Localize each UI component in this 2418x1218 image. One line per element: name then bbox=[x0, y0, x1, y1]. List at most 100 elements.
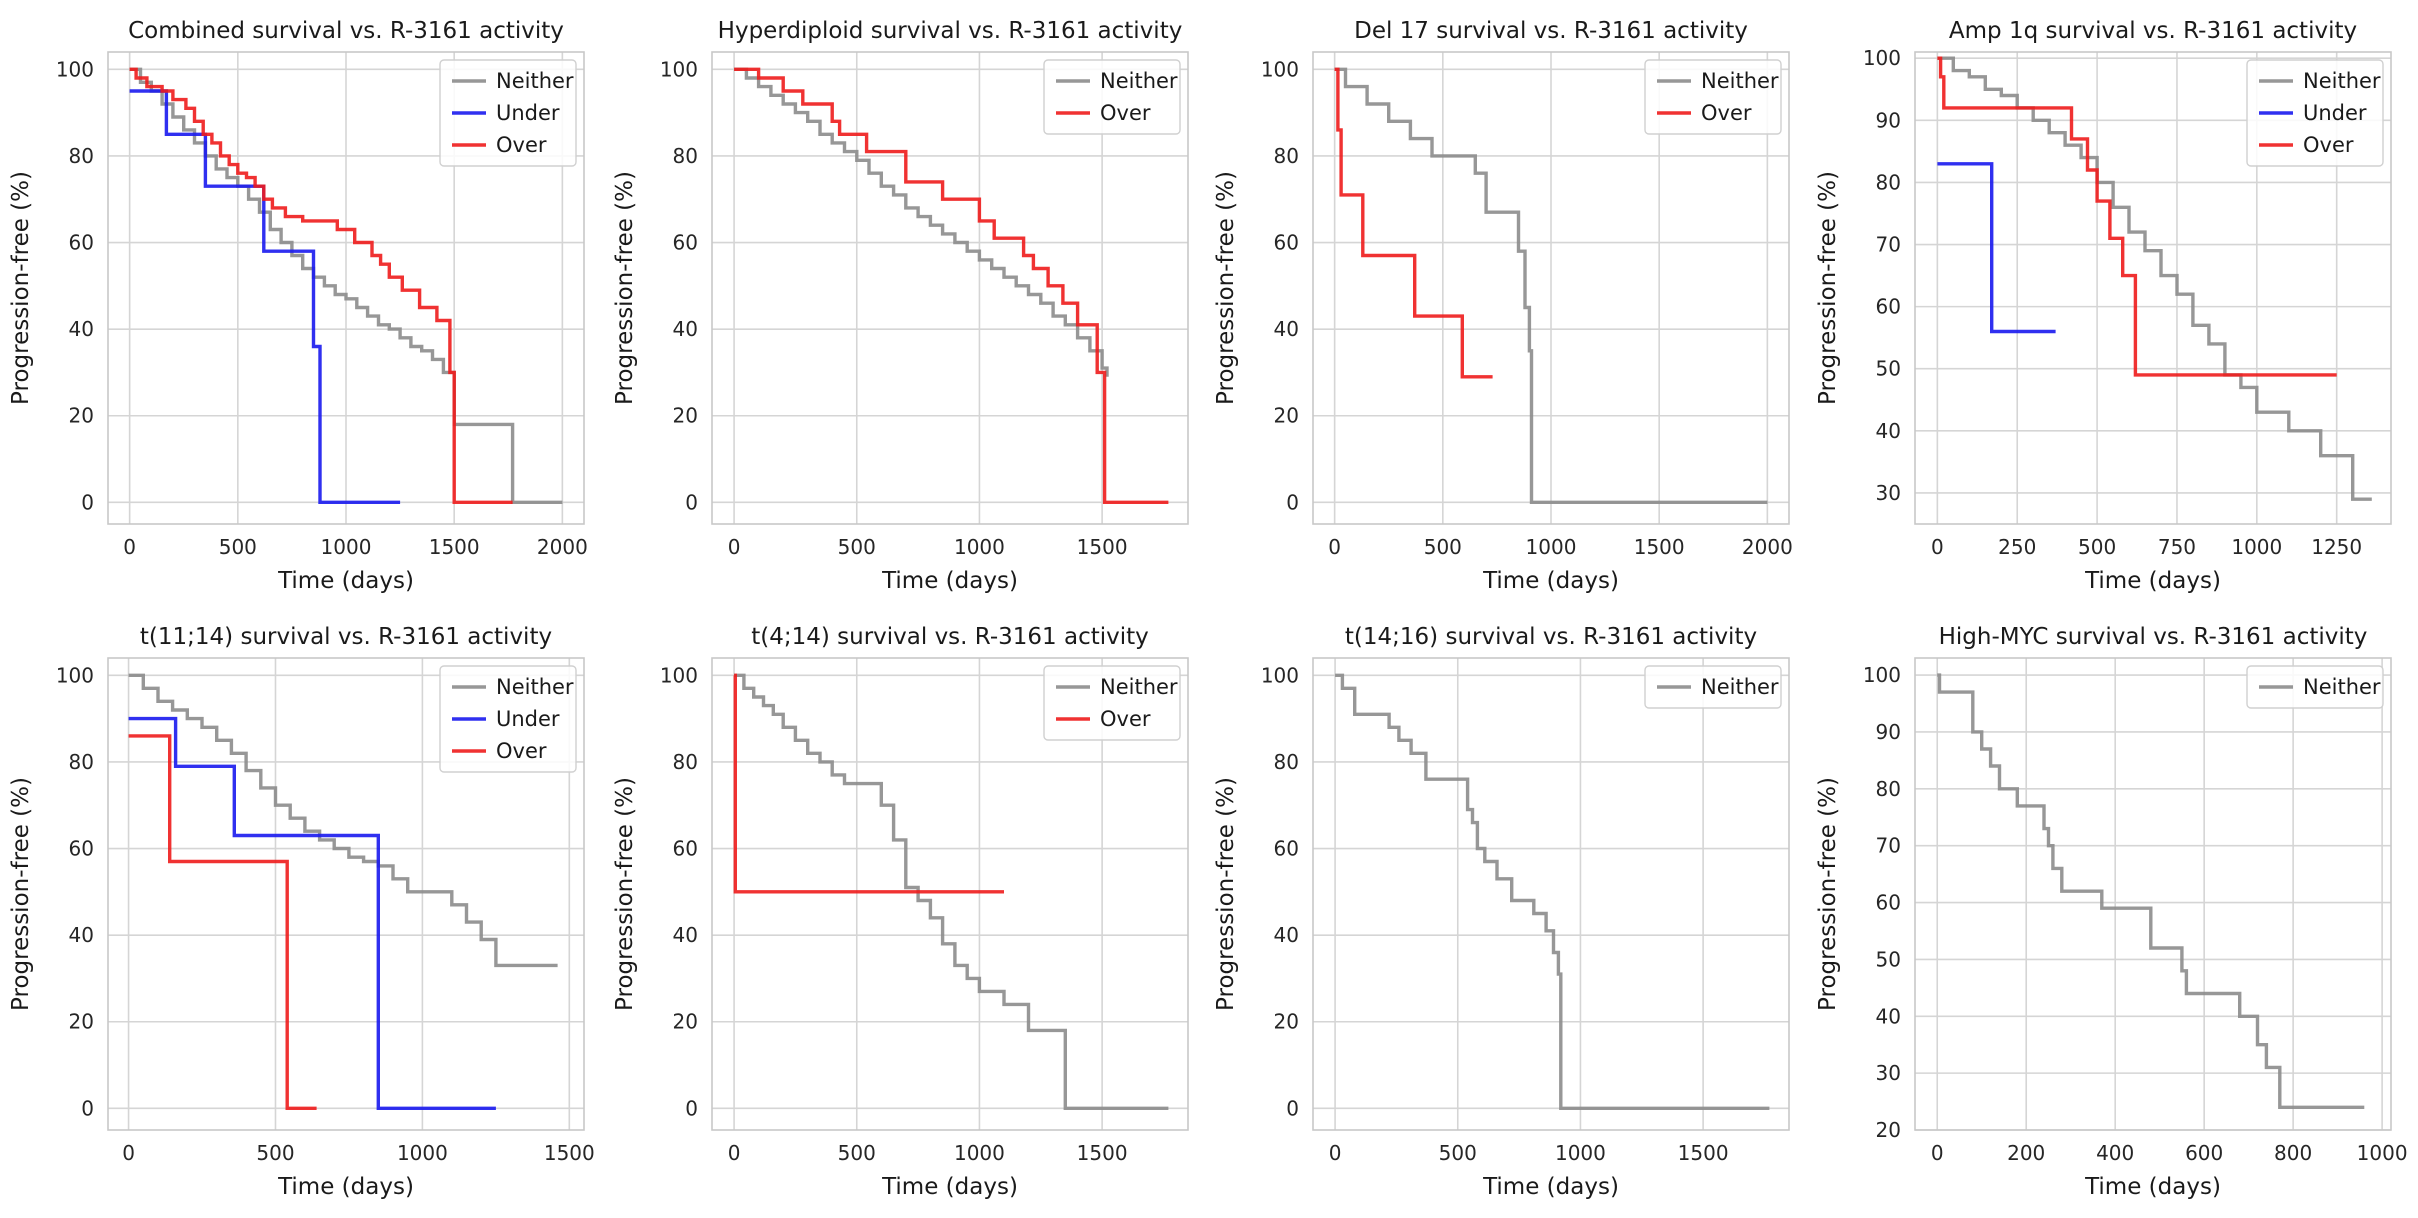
x-tick-label: 1500 bbox=[429, 535, 480, 559]
y-tick-label: 100 bbox=[660, 663, 698, 687]
chart-title: High-MYC survival vs. R-3161 activity bbox=[1939, 624, 2368, 650]
y-tick-label: 100 bbox=[1863, 663, 1901, 687]
series-line-over bbox=[128, 734, 317, 1110]
x-tick-label: 500 bbox=[219, 535, 257, 559]
legend-entry-under: Under bbox=[496, 707, 560, 731]
y-tick-label: 20 bbox=[1274, 1010, 1299, 1034]
x-tick-label: 500 bbox=[1439, 1141, 1477, 1165]
chart-panel-4: 0 250 500 750 1000 1250 30 40 50 60 70 80 90 100 Amp 1… bbox=[1815, 18, 2392, 594]
chart-title: t(11;14) survival vs. R-3161 activity bbox=[140, 624, 552, 650]
chart-title: t(14;16) survival vs. R-3161 activity bbox=[1345, 624, 1757, 650]
y-tick-label: 80 bbox=[673, 750, 698, 774]
chart-panel-1: 0 500 1000 1500 2000 0 20 40 60 80 100 Combined sur… bbox=[8, 18, 588, 594]
y-tick-label: 100 bbox=[56, 663, 94, 687]
chart-panel-3: 0 500 1000 1500 2000 0 20 40 60 80 100 Del 17 survi… bbox=[1213, 18, 1793, 594]
x-tick-label: 1500 bbox=[544, 1141, 595, 1165]
y-tick-label: 70 bbox=[1876, 834, 1901, 858]
x-tick-label: 500 bbox=[256, 1141, 294, 1165]
legend-box bbox=[439, 665, 577, 773]
legend-entry-under: Under bbox=[496, 101, 560, 125]
y-tick-label: 60 bbox=[1274, 231, 1299, 255]
plot-frame bbox=[1312, 51, 1790, 525]
y-axis-label: Progression-free (%) bbox=[1815, 171, 1841, 405]
y-tick-label: 80 bbox=[69, 144, 94, 168]
x-tick-label: 2000 bbox=[1742, 535, 1793, 559]
x-tick-label: 1000 bbox=[954, 1141, 1005, 1165]
x-tick-label: 1000 bbox=[2357, 1141, 2408, 1165]
y-tick-label: 20 bbox=[673, 1010, 698, 1034]
y-tick-label: 0 bbox=[1286, 490, 1299, 514]
chart-title: Amp 1q survival vs. R-3161 activity bbox=[1949, 18, 2357, 44]
y-tick-label: 30 bbox=[1876, 1061, 1901, 1085]
legend-entry-neither: Neither bbox=[496, 675, 574, 699]
series-line-over bbox=[129, 67, 513, 504]
x-axis-label: Time (days) bbox=[2084, 568, 2221, 594]
y-tick-label: 80 bbox=[69, 750, 94, 774]
y-tick-label: 80 bbox=[1274, 750, 1299, 774]
x-tick-label: 500 bbox=[2078, 535, 2116, 559]
series-line-under bbox=[128, 716, 496, 1110]
legend-entry-over: Over bbox=[496, 739, 547, 763]
y-axis-label: Progression-free (%) bbox=[612, 171, 638, 405]
y-tick-label: 40 bbox=[1876, 1004, 1901, 1028]
x-axis-label: Time (days) bbox=[277, 568, 414, 594]
legend-entry-neither: Neither bbox=[496, 69, 574, 93]
x-tick-label: 1000 bbox=[397, 1141, 448, 1165]
y-tick-label: 60 bbox=[1876, 295, 1901, 319]
legend-entry-neither: Neither bbox=[2303, 675, 2381, 699]
y-tick-label: 0 bbox=[81, 1096, 94, 1120]
legend-entry-neither: Neither bbox=[1100, 675, 1178, 699]
legend: Neither Over bbox=[1043, 59, 1181, 135]
plot-frame bbox=[107, 51, 585, 525]
x-tick-label: 0 bbox=[1931, 535, 1944, 559]
plot-frame bbox=[1914, 657, 2392, 1131]
x-tick-label: 800 bbox=[2274, 1141, 2312, 1165]
series-line-over bbox=[1334, 67, 1493, 379]
legend: Neither bbox=[1644, 665, 1782, 709]
series-line-over bbox=[733, 673, 1004, 894]
x-tick-label: 500 bbox=[838, 535, 876, 559]
y-tick-label: 30 bbox=[1876, 481, 1901, 505]
x-tick-label: 2000 bbox=[537, 535, 588, 559]
y-tick-label: 60 bbox=[69, 837, 94, 861]
x-tick-label: 0 bbox=[1329, 1141, 1342, 1165]
y-tick-label: 20 bbox=[69, 404, 94, 428]
x-tick-label: 1000 bbox=[1526, 535, 1577, 559]
legend-entry-over: Over bbox=[1100, 101, 1151, 125]
legend-entry-neither: Neither bbox=[2303, 69, 2381, 93]
y-tick-label: 40 bbox=[69, 317, 94, 341]
series-line-over bbox=[1937, 56, 2337, 377]
x-axis-label: Time (days) bbox=[1482, 568, 1619, 594]
legend-entry-neither: Neither bbox=[1701, 69, 1779, 93]
x-tick-label: 0 bbox=[122, 1141, 135, 1165]
x-axis-label: Time (days) bbox=[881, 1174, 1018, 1200]
y-tick-label: 100 bbox=[56, 57, 94, 81]
chart-panel-6: 0 500 1000 1500 0 20 40 60 80 100 t(4;14) survival… bbox=[612, 624, 1189, 1200]
y-axis-label: Progression-free (%) bbox=[612, 777, 638, 1011]
chart-panel-8: 0 200 400 600 800 1000 20 30 40 50 60 70 80 90 100 High… bbox=[1815, 624, 2408, 1200]
y-tick-label: 100 bbox=[660, 57, 698, 81]
x-tick-label: 400 bbox=[2096, 1141, 2134, 1165]
y-tick-label: 80 bbox=[673, 144, 698, 168]
x-axis-label: Time (days) bbox=[881, 568, 1018, 594]
y-tick-label: 60 bbox=[1876, 891, 1901, 915]
x-tick-label: 1000 bbox=[1555, 1141, 1606, 1165]
chart-title: Hyperdiploid survival vs. R-3161 activit… bbox=[718, 18, 1183, 44]
plot-frame bbox=[107, 657, 585, 1131]
y-tick-label: 40 bbox=[1876, 419, 1901, 443]
y-tick-label: 40 bbox=[1274, 923, 1299, 947]
chart-panel-2: 0 500 1000 1500 0 20 40 60 80 100 Hyperdiploid sur… bbox=[612, 18, 1189, 594]
y-tick-label: 60 bbox=[673, 231, 698, 255]
legend: Neither Over bbox=[1644, 59, 1782, 135]
x-tick-label: 1000 bbox=[2231, 535, 2282, 559]
legend: Neither Under Over bbox=[439, 665, 577, 773]
legend: Neither Over bbox=[1043, 665, 1181, 741]
legend-entry-over: Over bbox=[1100, 707, 1151, 731]
x-tick-label: 0 bbox=[1328, 535, 1341, 559]
y-axis-label: Progression-free (%) bbox=[8, 777, 34, 1011]
chart-title: Del 17 survival vs. R-3161 activity bbox=[1354, 18, 1748, 44]
y-tick-label: 100 bbox=[1863, 46, 1901, 70]
y-tick-label: 40 bbox=[673, 317, 698, 341]
series-line-neither bbox=[734, 673, 1169, 1110]
